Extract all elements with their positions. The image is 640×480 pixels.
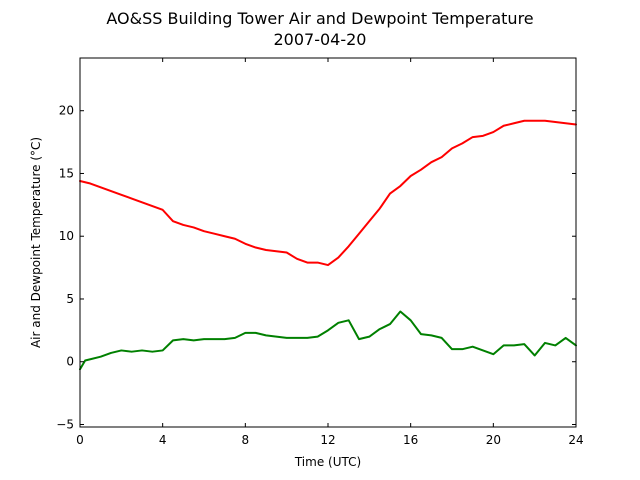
y-tick-label: 0 (66, 355, 74, 369)
x-tick-label: 4 (159, 433, 167, 447)
y-tick-label: −5 (56, 417, 74, 431)
x-tick-label: 16 (403, 433, 418, 447)
x-tick-label: 8 (242, 433, 250, 447)
x-axis-label: Time (UTC) (294, 455, 361, 469)
series-line-1 (79, 119, 577, 267)
x-tick-label: 20 (486, 433, 501, 447)
x-tick-label: 0 (76, 433, 84, 447)
series-layer (79, 119, 577, 371)
y-tick-label: 20 (59, 104, 74, 118)
chart-subtitle: 2007-04-20 (274, 30, 367, 49)
x-axis-ticks: 0 4 8 12 16 20 24 (76, 58, 584, 447)
y-axis-ticks: −5 0 5 10 15 20 (56, 104, 576, 431)
series-line-2 (79, 310, 577, 371)
chart-title: AO&SS Building Tower Air and Dewpoint Te… (106, 9, 533, 28)
y-tick-label: 15 (59, 166, 74, 180)
y-tick-label: 10 (59, 229, 74, 243)
x-tick-label: 24 (568, 433, 583, 447)
y-axis-label: Air and Dewpoint Temperature (°C) (29, 137, 43, 348)
x-tick-label: 12 (320, 433, 335, 447)
y-tick-label: 5 (66, 292, 74, 306)
